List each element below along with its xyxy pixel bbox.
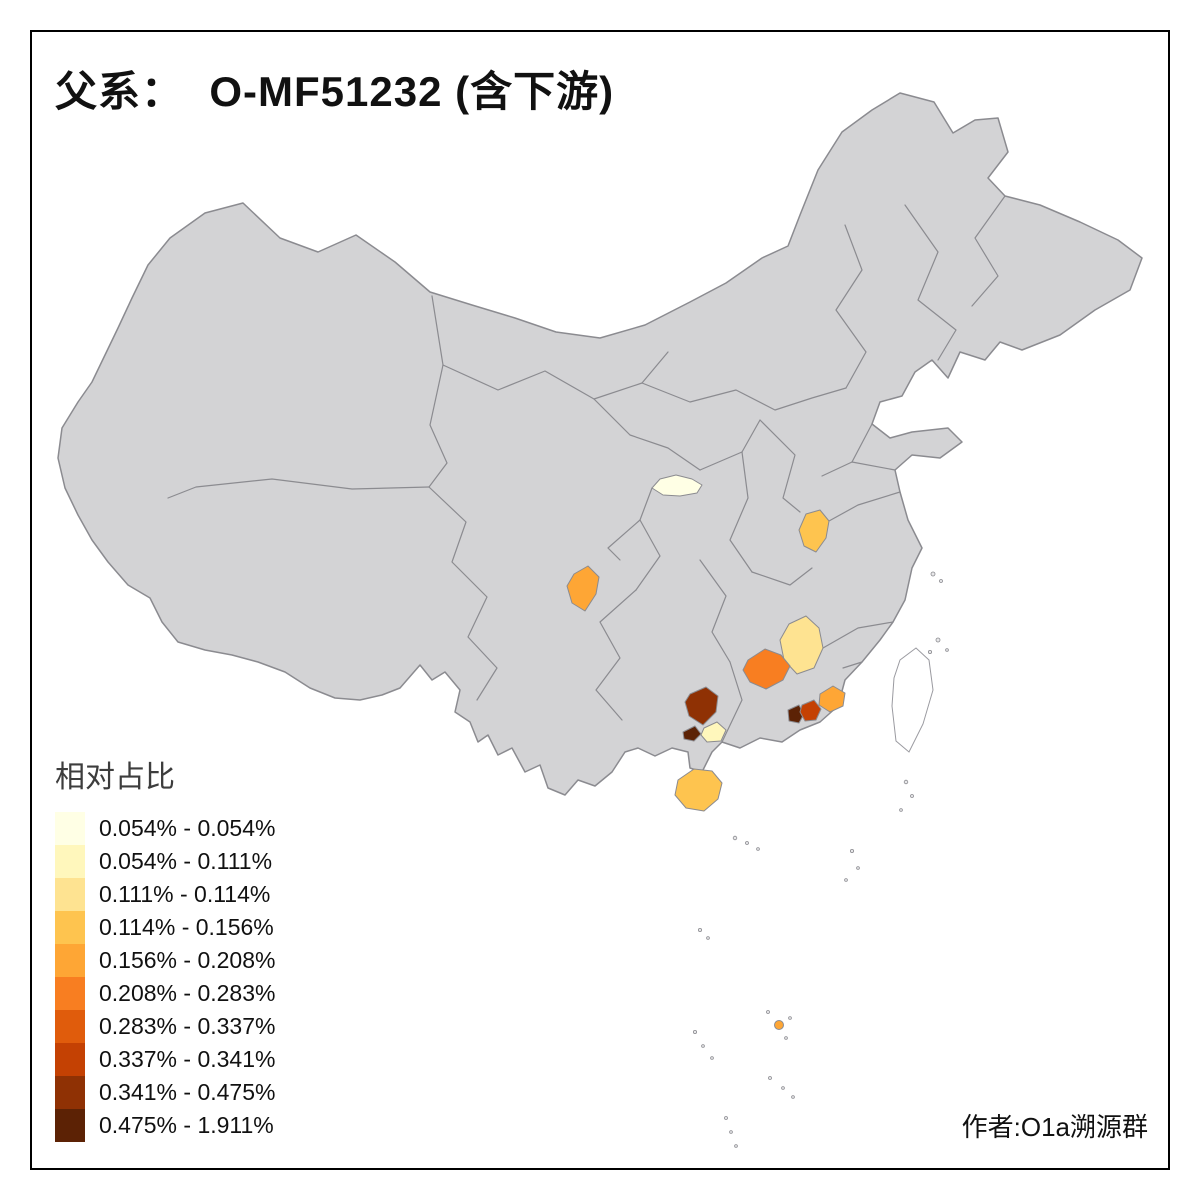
legend-row: 0.341% - 0.475% xyxy=(55,1076,275,1109)
page-title: 父系： O-MF51232 (含下游) xyxy=(55,68,615,115)
mainland-outline xyxy=(57,92,1143,796)
legend: 相对占比 0.054% - 0.054% 0.054% - 0.111% 0.1… xyxy=(55,752,275,1142)
taiwan-island xyxy=(891,647,934,753)
legend-row: 0.208% - 0.283% xyxy=(55,977,275,1010)
legend-label: 0.475% - 1.911% xyxy=(99,1112,274,1138)
region-pearl-delta-east xyxy=(799,699,822,722)
legend-label: 0.054% - 0.111% xyxy=(99,848,273,874)
legend-row: 0.054% - 0.054% xyxy=(55,812,275,845)
region-pearl-delta-west xyxy=(787,704,805,724)
region-guangxi-east xyxy=(684,686,719,726)
small-islands xyxy=(693,571,949,1148)
legend-label: 0.337% - 0.341% xyxy=(99,1046,276,1072)
legend-label: 0.341% - 0.475% xyxy=(99,1079,276,1105)
legend-row: 0.475% - 1.911% xyxy=(55,1109,275,1142)
legend-swatch xyxy=(55,911,85,944)
region-hainan xyxy=(674,768,723,812)
legend-label: 0.208% - 0.283% xyxy=(99,980,276,1006)
legend-label: 0.111% - 0.114% xyxy=(99,881,271,907)
shaded-regions xyxy=(566,474,846,1030)
legend-label: 0.156% - 0.208% xyxy=(99,947,276,973)
legend-row: 0.337% - 0.341% xyxy=(55,1043,275,1076)
legend-row: 0.156% - 0.208% xyxy=(55,944,275,977)
legend-label: 0.283% - 0.337% xyxy=(99,1013,276,1039)
legend-row: 0.283% - 0.337% xyxy=(55,1010,275,1043)
region-anhui xyxy=(798,509,830,553)
legend-swatch xyxy=(55,944,85,977)
region-hunan-south xyxy=(742,648,791,690)
region-central-pale xyxy=(651,474,703,497)
legend-row: 0.114% - 0.156% xyxy=(55,911,275,944)
legend-label: 0.114% - 0.156% xyxy=(99,914,274,940)
legend-swatch xyxy=(55,1043,85,1076)
legend-swatch xyxy=(55,1076,85,1109)
region-guangdong-east xyxy=(818,685,846,713)
region-island-dot xyxy=(774,1020,784,1030)
legend-swatch xyxy=(55,1109,85,1142)
legend-swatch xyxy=(55,845,85,878)
region-fujian-west xyxy=(779,615,824,675)
legend-title: 相对占比 xyxy=(55,761,175,794)
region-guangdong-southwest xyxy=(682,725,702,742)
legend-row: 0.111% - 0.114% xyxy=(55,878,275,911)
region-chongqing xyxy=(566,565,600,612)
region-leizhou xyxy=(700,721,727,743)
legend-swatch xyxy=(55,1010,85,1043)
province-borders xyxy=(167,195,1006,743)
legend-swatch xyxy=(55,812,85,845)
legend-row: 0.054% - 0.111% xyxy=(55,845,275,878)
attribution: 作者:O1a溯源群 xyxy=(961,1112,1148,1142)
legend-swatch xyxy=(55,977,85,1010)
legend-label: 0.054% - 0.054% xyxy=(99,815,276,841)
legend-swatch xyxy=(55,878,85,911)
